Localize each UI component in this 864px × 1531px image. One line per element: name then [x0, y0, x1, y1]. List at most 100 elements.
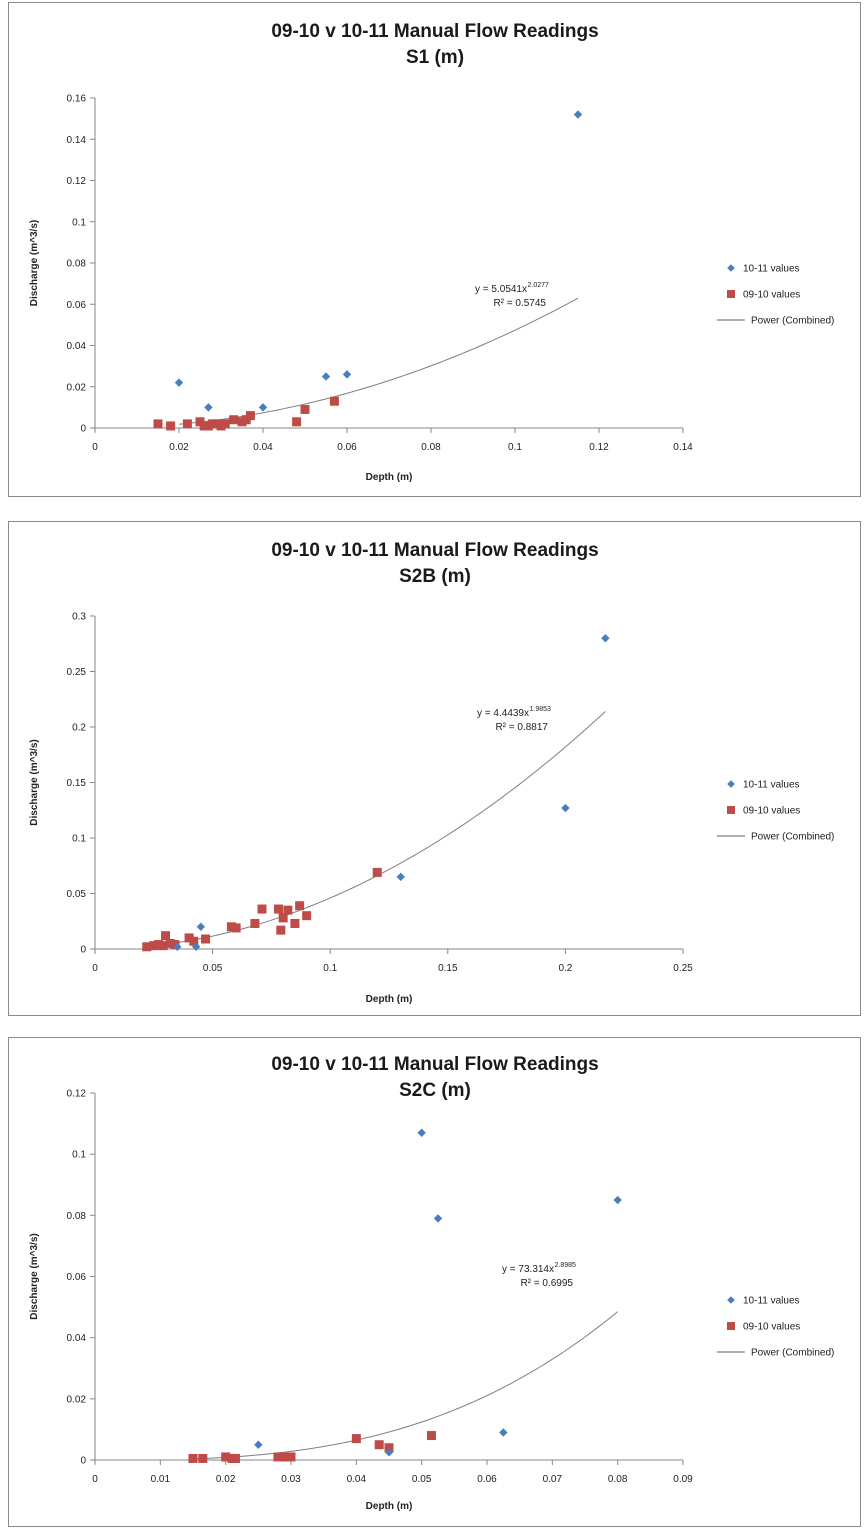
x-tick-label: 0.2 — [558, 963, 572, 974]
data-point-10-11 — [417, 1128, 426, 1137]
x-tick-label: 0.05 — [412, 1474, 432, 1485]
chart-panel-s2b: 09-10 v 10-11 Manual Flow Readings S2B (m… — [8, 521, 861, 1016]
legend-label: 09-10 values — [743, 290, 800, 301]
data-point-09-10 — [165, 938, 175, 948]
chart-s2b: 09-10 v 10-11 Manual Flow Readings S2B (m… — [29, 540, 834, 1005]
data-point-09-10 — [198, 1453, 208, 1463]
legend-marker-10-11 — [727, 264, 735, 272]
y-tick-label: 0 — [80, 945, 86, 956]
data-point-09-10 — [231, 923, 241, 933]
data-point-09-10 — [201, 934, 211, 944]
x-tick-label: 0.14 — [673, 442, 693, 453]
y-tick-label: 0.25 — [67, 667, 87, 678]
x-tick-label: 0.04 — [347, 1474, 367, 1485]
data-point-09-10 — [276, 925, 286, 935]
y-tick-label: 0.08 — [67, 259, 87, 270]
data-point-10-11 — [499, 1428, 508, 1437]
legend-marker-09-10 — [727, 290, 735, 298]
data-point-10-11 — [204, 403, 213, 412]
data-point-09-10 — [184, 933, 194, 943]
y-tick-label: 0.02 — [67, 382, 87, 393]
x-tick-label: 0.09 — [673, 1474, 693, 1485]
trendline-power-combined — [146, 711, 606, 947]
data-point-09-10 — [290, 918, 300, 928]
x-tick-label: 0 — [92, 963, 98, 974]
chart-s2c: 09-10 v 10-11 Manual Flow Readings S2C (m… — [29, 1054, 834, 1512]
data-point-09-10 — [273, 1452, 283, 1462]
y-tick-label: 0 — [80, 1456, 86, 1467]
legend-marker-10-11 — [727, 1296, 735, 1304]
y-tick-label: 0.06 — [67, 1272, 87, 1283]
data-point-09-10 — [273, 904, 283, 914]
data-point-10-11 — [174, 378, 184, 387]
trendline-equation: y = 4.4439x — [477, 708, 529, 719]
y-tick-label: 0.02 — [67, 1394, 87, 1405]
x-tick-label: 0 — [92, 442, 98, 453]
data-point-09-10 — [257, 904, 267, 914]
data-point-09-10 — [250, 918, 260, 928]
legend-marker-09-10 — [727, 1322, 735, 1330]
trendline-exponent: 1.9853 — [530, 706, 552, 713]
trendline-equation: y = 73.314x — [502, 1264, 554, 1275]
data-point-09-10 — [229, 415, 239, 425]
chart-subtitle: S1 (m) — [406, 47, 464, 68]
data-point-09-10 — [149, 941, 159, 951]
legend-label: 10-11 values — [743, 780, 800, 791]
chart-subtitle: S2B (m) — [399, 566, 471, 587]
x-tick-label: 0.02 — [216, 1474, 236, 1485]
x-tick-label: 0.1 — [508, 442, 522, 453]
y-tick-label: 0.16 — [67, 94, 87, 105]
data-point-10-11 — [561, 803, 570, 813]
data-point-09-10 — [245, 411, 255, 421]
y-tick-label: 0.04 — [67, 1333, 87, 1344]
x-tick-label: 0.08 — [421, 442, 441, 453]
data-point-09-10 — [292, 417, 302, 427]
data-point-10-11 — [613, 1195, 622, 1205]
legend-label: 09-10 values — [743, 806, 800, 817]
data-point-09-10 — [283, 905, 293, 915]
y-axis-title: Discharge (m^3/s) — [29, 1233, 40, 1319]
data-point-10-11 — [396, 872, 405, 882]
data-point-09-10 — [426, 1431, 436, 1441]
data-point-09-10 — [384, 1443, 394, 1453]
data-point-09-10 — [188, 1453, 198, 1463]
x-tick-label: 0.12 — [589, 442, 609, 453]
data-point-09-10 — [161, 931, 171, 941]
x-tick-label: 0.06 — [337, 442, 357, 453]
data-point-10-11 — [342, 370, 352, 379]
data-point-09-10 — [170, 940, 180, 950]
data-point-09-10 — [295, 901, 305, 911]
data-point-10-11 — [196, 922, 206, 931]
trendline-equation: y = 5.0541x — [475, 284, 527, 295]
y-tick-label: 0.1 — [72, 1150, 86, 1161]
legend-marker-09-10 — [727, 806, 735, 814]
legend-label: 09-10 values — [743, 1322, 800, 1333]
chart-panel-s2c: 09-10 v 10-11 Manual Flow Readings S2C (m… — [8, 1037, 861, 1527]
x-tick-label: 0.02 — [169, 442, 189, 453]
chart-s1: 09-10 v 10-11 Manual Flow Readings S1 (m)… — [29, 21, 834, 483]
data-point-10-11 — [601, 634, 610, 643]
x-tick-label: 0.15 — [438, 963, 458, 974]
trendline-power-combined — [192, 1311, 618, 1460]
trendline-power-combined — [178, 297, 579, 425]
data-point-10-11 — [573, 110, 583, 119]
data-point-10-11 — [191, 942, 201, 951]
chart-title: 09-10 v 10-11 Manual Flow Readings — [271, 21, 598, 42]
data-point-10-11 — [258, 403, 268, 412]
chart-panel-s1: 09-10 v 10-11 Manual Flow Readings S1 (m)… — [8, 2, 861, 497]
x-tick-label: 0.25 — [673, 963, 693, 974]
data-point-09-10 — [329, 396, 339, 406]
trendline-r-squared: R² = 0.8817 — [495, 722, 548, 733]
legend-label: Power (Combined) — [751, 316, 834, 327]
y-tick-label: 0.1 — [72, 834, 86, 845]
x-axis-title: Depth (m) — [366, 1501, 413, 1512]
data-point-09-10 — [279, 1452, 289, 1462]
y-tick-label: 0.1 — [72, 217, 86, 228]
chart-title: 09-10 v 10-11 Manual Flow Readings — [271, 1054, 598, 1075]
data-point-09-10 — [182, 419, 192, 429]
x-tick-label: 0.06 — [477, 1474, 497, 1485]
chart-title: 09-10 v 10-11 Manual Flow Readings — [271, 540, 598, 561]
y-tick-label: 0.15 — [67, 778, 87, 789]
chart-subtitle: S2C (m) — [399, 1080, 471, 1101]
chart-legend: 10-11 values 09-10 values Power (Combined) — [717, 1296, 834, 1359]
